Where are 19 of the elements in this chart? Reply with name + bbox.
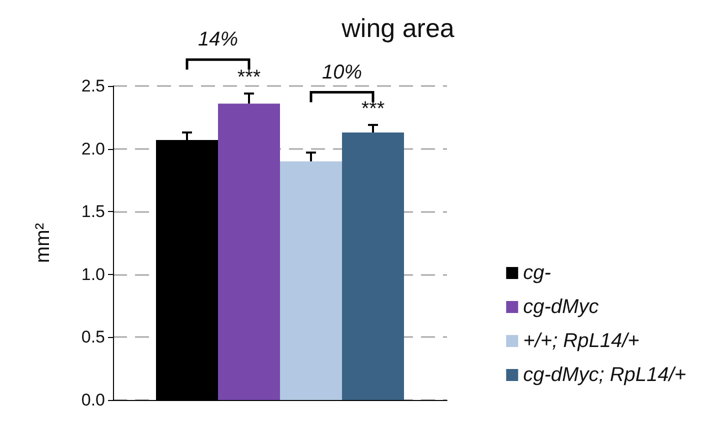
bar	[218, 104, 280, 400]
y-tick-label: 2.0	[81, 139, 105, 158]
chart-title: wing area	[340, 13, 455, 43]
annotation: ***	[361, 98, 385, 120]
bar	[342, 132, 404, 400]
legend-label: cg-	[523, 262, 552, 284]
annotation: ***	[237, 66, 261, 89]
y-tick-label: 2.5	[81, 76, 105, 96]
y-tick-label: 0.5	[81, 328, 105, 347]
text: 14%	[198, 28, 238, 51]
y-tick-label: 1.5	[81, 202, 105, 222]
text: 10%	[322, 61, 362, 84]
legend-label: cg-dMyc	[523, 296, 599, 318]
bar	[280, 161, 342, 400]
legend-label: +/+; RpL14/+	[523, 330, 640, 352]
y-tick-label: 0.0	[81, 390, 105, 410]
legend-label: cg-dMyc; RpL14/+	[523, 364, 686, 386]
y-axis-title: mm²	[32, 222, 54, 263]
y-tick-label: 1.0	[81, 264, 105, 284]
